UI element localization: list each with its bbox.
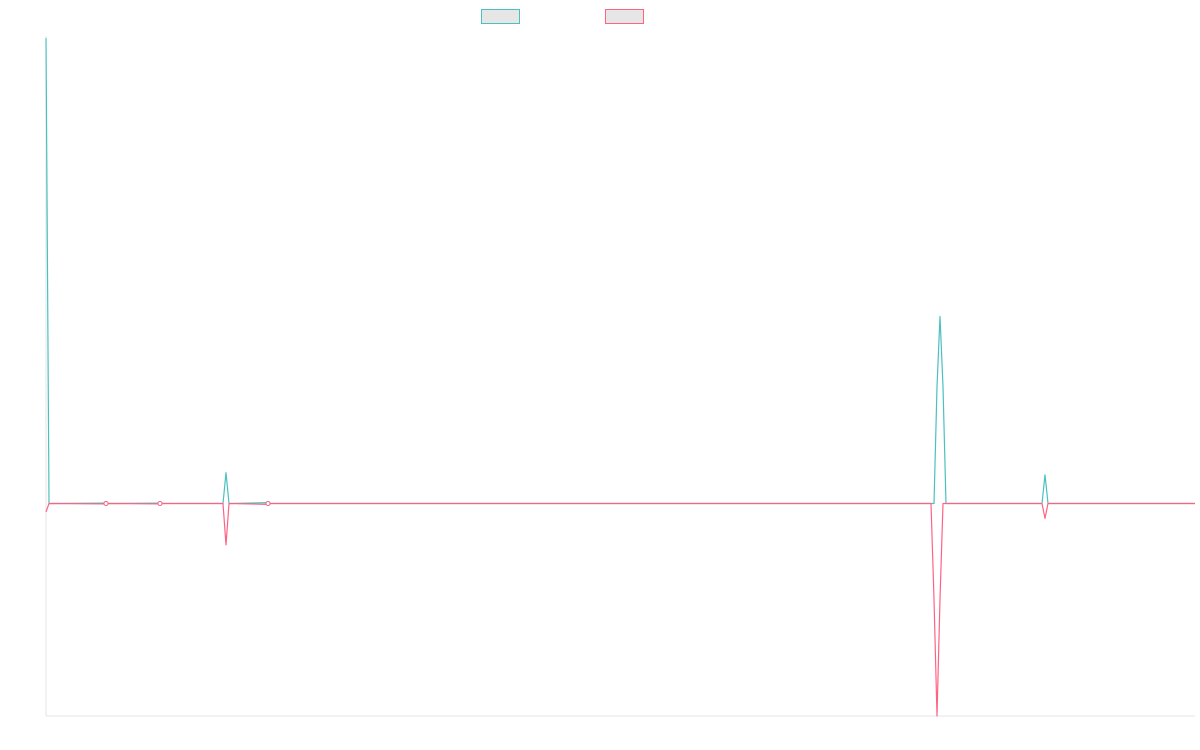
legend-swatch-series-2[interactable] [605, 9, 644, 24]
series-2-point-4[interactable] [157, 501, 163, 506]
series-line-1[interactable] [45, 38, 1195, 505]
series-line-2[interactable] [45, 502, 1195, 717]
series-layer [45, 38, 1195, 717]
legend-swatch-series-1[interactable] [481, 9, 520, 24]
axes [45, 36, 1195, 717]
series-2-point-2[interactable] [103, 501, 109, 506]
legend [0, 0, 1200, 30]
series-2-point-9[interactable] [265, 501, 271, 506]
